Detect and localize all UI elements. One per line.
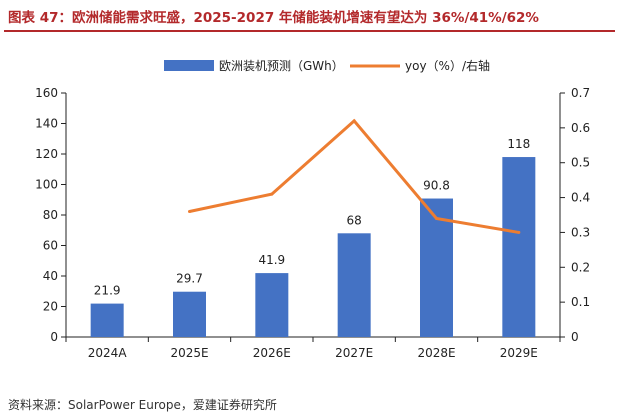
bar-2025E [173, 291, 206, 337]
bar-value-label: 29.7 [176, 272, 203, 286]
bar-value-label: 90.8 [423, 179, 450, 193]
x-tick-label: 2026E [253, 346, 291, 360]
bar-2026E [255, 273, 289, 337]
yoy-line [188, 118, 521, 234]
legend-bar-label: 欧洲装机预测（GWh） [219, 59, 344, 73]
chart-title: 图表 47：欧洲储能需求旺盛，2025-2027 年储能装机增速有望达为 36%… [8, 10, 539, 26]
y-left-tick-label: 80 [43, 208, 58, 222]
y-right-tick-label: 0 [571, 330, 579, 344]
x-tick-label: 2025E [170, 346, 208, 360]
legend-line-label: yoy（%）/右轴 [405, 58, 490, 73]
yoy-point [352, 119, 356, 123]
title-divider [4, 30, 615, 32]
legend-bar-swatch [164, 60, 214, 71]
y-right-tick-label: 0.7 [571, 86, 590, 100]
y-left-tick-label: 40 [43, 269, 58, 283]
axes: 0 20 40 60 80 100 120 140 160 0 0.1 0.2 0.3 0.4 0.5 0.6… [35, 86, 590, 360]
bar-value-label: 68 [347, 213, 362, 227]
bar-2029E [502, 157, 536, 337]
yoy-point [435, 216, 438, 220]
yoy-point [517, 230, 521, 234]
y-left-tick-label: 60 [43, 239, 58, 253]
bar-2027E [337, 233, 371, 337]
x-tick-label: 2027E [335, 346, 373, 360]
bar-value-label: 41.9 [258, 253, 285, 267]
y-right-tick-label: 0.1 [571, 295, 590, 309]
y-left-tick-label: 0 [50, 330, 58, 344]
bar-2024A [90, 303, 124, 337]
bars [90, 157, 536, 337]
yoy-point [270, 192, 274, 196]
bar-value-label: 21.9 [94, 284, 121, 298]
yoy-point [188, 210, 191, 214]
y-right-tick-label: 0.5 [571, 156, 590, 170]
legend: 欧洲装机预测（GWh） yoy（%）/右轴 [164, 58, 490, 73]
y-right-tick-label: 0.3 [571, 225, 590, 239]
y-left-tick-label: 160 [35, 86, 58, 100]
y-left-tick-label: 120 [35, 147, 58, 161]
x-tick-label: 2028E [417, 346, 455, 360]
y-right-tick-label: 0.6 [571, 121, 590, 135]
y-left-tick-label: 100 [35, 178, 58, 192]
chart-canvas: 欧洲装机预测（GWh） yoy（%）/右轴 0 20 40 60 80 100 120 140… [35, 58, 590, 360]
y-left-tick-label: 140 [35, 117, 58, 131]
source-note: 资料来源：SolarPower Europe，爱建证券研究所 [8, 398, 277, 412]
y-right-tick-label: 0.2 [571, 260, 590, 274]
bar-value-label: 118 [507, 137, 530, 151]
bar-labels: 21.9 29.7 41.9 68 90.8 118 [94, 137, 530, 298]
y-left-tick-label: 20 [43, 300, 58, 314]
y-right-tick-label: 0.4 [571, 191, 590, 205]
x-tick-label: 2029E [500, 346, 538, 360]
x-tick-label: 2024A [88, 346, 128, 360]
